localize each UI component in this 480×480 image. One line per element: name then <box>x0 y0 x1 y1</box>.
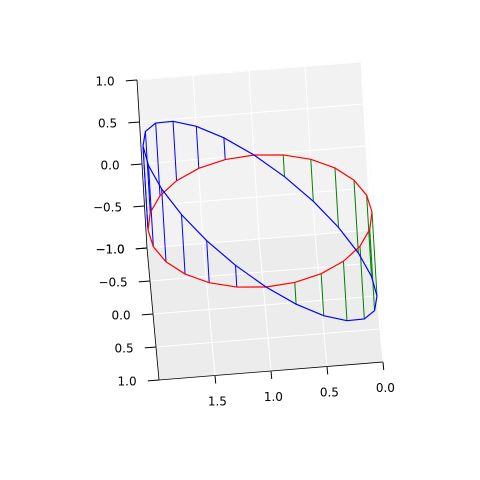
tick-mark <box>214 375 217 384</box>
tick-mark <box>382 361 385 370</box>
z-tick-label: 1.0 <box>96 74 115 88</box>
stem <box>369 229 376 311</box>
z-tick-label: −1.0 <box>95 242 124 256</box>
stem <box>234 265 238 288</box>
tick-mark <box>147 379 160 382</box>
grid-line <box>363 103 376 237</box>
tick-mark <box>326 366 329 375</box>
stem <box>371 211 378 297</box>
stem <box>353 180 359 253</box>
tick-mark <box>138 280 151 283</box>
x-tick-label: 1.5 <box>208 394 227 408</box>
stem <box>195 126 200 169</box>
tick-mark <box>141 313 154 316</box>
stem <box>320 273 325 316</box>
y-tick-label: 0.5 <box>115 341 134 355</box>
y-tick-label: −1.0 <box>95 242 124 256</box>
grid-line <box>155 328 381 348</box>
y-tick-label: 0.0 <box>112 308 131 322</box>
curve <box>142 120 378 322</box>
stem <box>181 214 186 275</box>
stem <box>223 137 226 160</box>
axis-line <box>146 247 160 381</box>
x-tick-label: 0.5 <box>320 385 339 399</box>
curve <box>147 154 373 288</box>
grid-line <box>146 229 372 249</box>
z-tick-label: −0.5 <box>93 200 122 214</box>
axis-line <box>158 361 384 381</box>
grid-line <box>360 61 374 195</box>
tick-mark <box>130 163 143 166</box>
tick-mark <box>128 121 140 124</box>
stem <box>148 165 154 247</box>
y-tick-label: 1.0 <box>118 374 137 388</box>
tick-mark <box>144 346 157 349</box>
tick-mark <box>125 79 138 82</box>
grid-line <box>149 262 375 282</box>
grid-line <box>144 187 369 207</box>
stem <box>342 261 348 321</box>
y-tick-label: −0.5 <box>98 275 127 289</box>
stem <box>334 167 339 228</box>
stem <box>172 121 178 181</box>
x-tick-label: 1.0 <box>264 390 283 404</box>
stem <box>142 145 149 231</box>
z-tick-label: 0.0 <box>101 158 120 172</box>
z-tick-label: 0.5 <box>98 116 117 130</box>
grid-line <box>139 103 364 123</box>
tick-mark <box>135 247 148 250</box>
stem <box>294 282 297 305</box>
tick-mark <box>133 205 145 208</box>
stem <box>144 131 151 213</box>
stem <box>282 154 286 177</box>
stem <box>366 195 372 277</box>
axis-line <box>136 79 148 249</box>
grid-line <box>152 295 378 315</box>
stem <box>161 189 167 262</box>
grid-line <box>136 61 362 81</box>
stem <box>206 240 210 283</box>
x-tick-label: 0.0 <box>376 381 395 395</box>
tick-mark <box>270 370 273 379</box>
stem <box>310 159 314 202</box>
